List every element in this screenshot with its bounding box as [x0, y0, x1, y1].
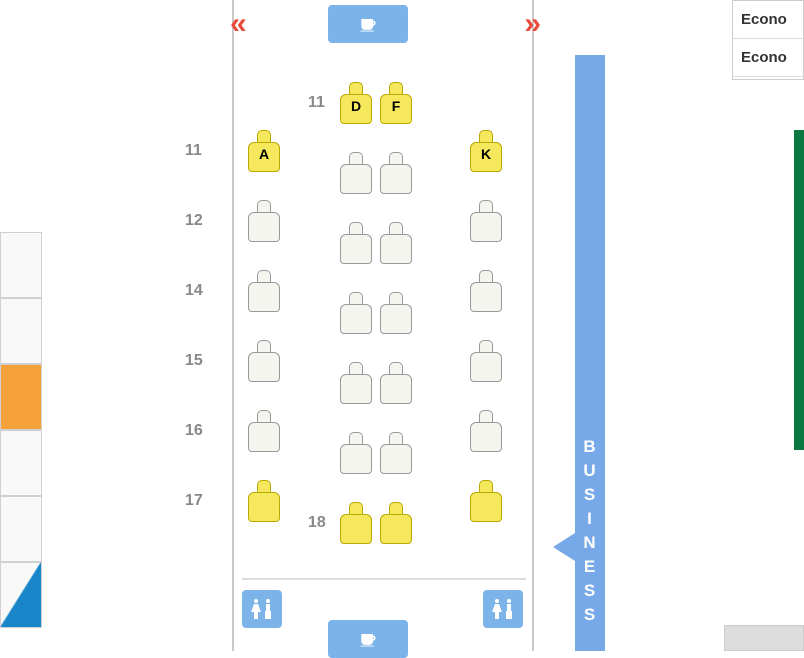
seat[interactable] [248, 340, 280, 382]
fuselage-border-left [232, 0, 234, 651]
seat-highlighted[interactable] [340, 502, 372, 544]
seat-highlighted[interactable] [380, 502, 412, 544]
seat[interactable] [340, 222, 372, 264]
fuselage-border-right [532, 0, 534, 651]
left-seg-wedge [0, 562, 42, 628]
seat-highlighted[interactable]: D [340, 82, 372, 124]
left-sidebar-panel [0, 232, 42, 628]
row-number: 12 [185, 212, 203, 230]
seat-highlighted[interactable] [248, 480, 280, 522]
male-icon [263, 599, 273, 619]
left-seg [0, 232, 42, 298]
seat[interactable] [340, 432, 372, 474]
seat-letter: K [470, 146, 502, 162]
seat-highlighted[interactable] [470, 480, 502, 522]
right-grey-box [724, 625, 804, 651]
seat-highlighted[interactable]: A [248, 130, 280, 172]
seat-letter: A [248, 146, 280, 162]
seat[interactable] [248, 270, 280, 312]
male-icon [504, 599, 514, 619]
seat[interactable] [248, 410, 280, 452]
seat-highlighted[interactable]: F [380, 82, 412, 124]
seat[interactable] [340, 362, 372, 404]
seat[interactable] [380, 152, 412, 194]
lavatory-right [483, 590, 523, 628]
row-number: 18 [308, 514, 326, 532]
seat[interactable] [470, 200, 502, 242]
left-seg [0, 298, 42, 364]
left-seg [0, 430, 42, 496]
seat-highlighted[interactable]: K [470, 130, 502, 172]
row-number: 14 [185, 282, 203, 300]
seat[interactable] [340, 292, 372, 334]
class-indicator-rail: BUSINESS [575, 55, 605, 651]
left-seg [0, 496, 42, 562]
right-green-strip [794, 130, 804, 450]
panel-row[interactable]: Econo [733, 1, 803, 39]
coffee-cup-icon [358, 14, 378, 34]
seat-letter: F [380, 98, 412, 114]
row-number: 11 [308, 94, 325, 112]
row-number: 11 [185, 142, 202, 160]
panel-row[interactable]: Econo [733, 39, 803, 77]
seat[interactable] [248, 200, 280, 242]
row-number: 17 [185, 492, 203, 510]
seat[interactable] [380, 362, 412, 404]
seat[interactable] [470, 340, 502, 382]
row-number: 15 [185, 352, 203, 370]
galley-top [328, 5, 408, 43]
right-panel-top: Econo Econo [732, 0, 804, 80]
seat[interactable] [380, 292, 412, 334]
seatmap-cabin: « » DF1118AK111214151617 [190, 0, 545, 651]
left-seg-active [0, 364, 42, 430]
female-icon [492, 599, 502, 619]
cabin-divider [242, 578, 526, 580]
coffee-cup-icon [358, 629, 378, 649]
seat[interactable] [380, 432, 412, 474]
seat[interactable] [470, 270, 502, 312]
seat[interactable] [340, 152, 372, 194]
class-label: BUSINESS [575, 435, 605, 627]
row-number: 16 [185, 422, 203, 440]
galley-bottom [328, 620, 408, 658]
seat[interactable] [380, 222, 412, 264]
exit-chevron-right-icon: » [524, 7, 535, 41]
seat-letter: D [340, 98, 372, 114]
exit-chevron-left-icon: « [230, 7, 241, 41]
seat[interactable] [470, 410, 502, 452]
lavatory-left [242, 590, 282, 628]
female-icon [251, 599, 261, 619]
